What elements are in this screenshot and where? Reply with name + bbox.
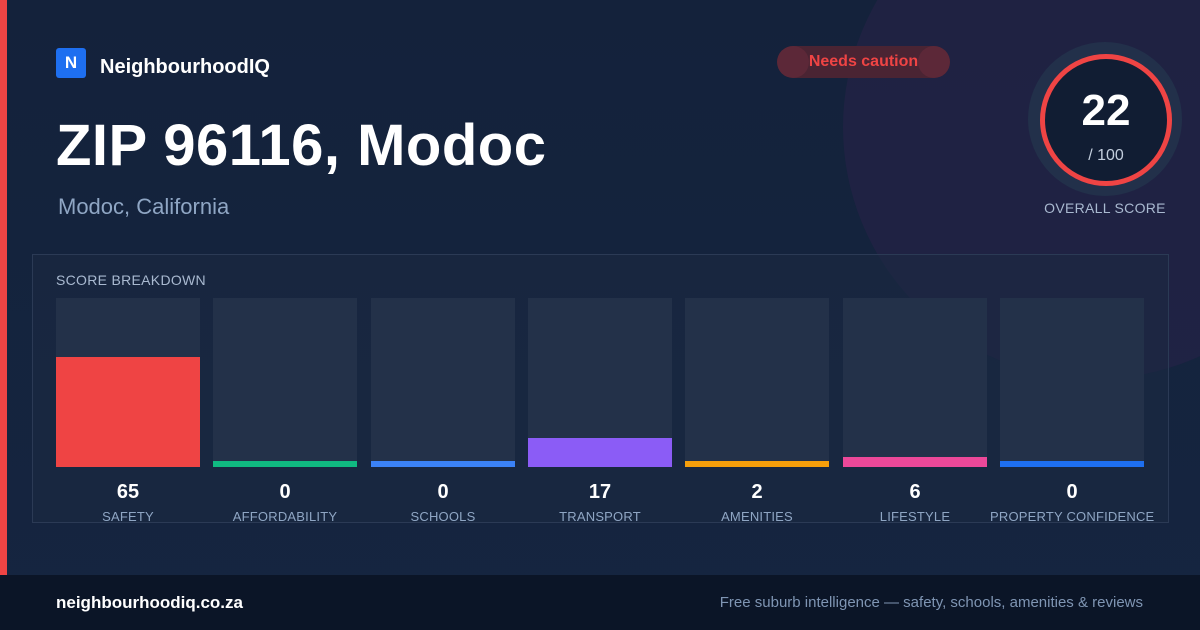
accent-stripe	[0, 0, 7, 575]
metric-bar	[56, 357, 200, 467]
metric-label: PROPERTY CONFIDENCE	[990, 509, 1155, 524]
metric-schools: 0 SCHOOLS	[371, 298, 515, 524]
overall-score-max: / 100	[1088, 147, 1124, 164]
metric-value: 0	[437, 481, 449, 503]
metric-label: SCHOOLS	[410, 509, 476, 524]
metric-bar-track	[56, 298, 200, 467]
metric-value: 0	[279, 481, 291, 503]
metric-value: 0	[1066, 481, 1078, 503]
metric-safety: 65 SAFETY	[56, 298, 200, 524]
metric-bar-track	[371, 298, 515, 467]
footer-tagline: Free suburb intelligence — safety, schoo…	[719, 594, 1143, 611]
metric-bar-track	[685, 298, 829, 467]
brand[interactable]: N NeighbourhoodIQ	[56, 46, 270, 79]
metric-amenities: 2 AMENITIES	[685, 298, 829, 524]
metric-bar	[213, 461, 357, 467]
overall-score-value: 22	[1081, 86, 1131, 135]
overall-score-label: OVERALL SCORE	[1044, 200, 1166, 216]
metric-bar-track	[1000, 298, 1144, 467]
metric-label: AMENITIES	[721, 509, 793, 524]
brand-logo-icon: N	[56, 47, 86, 78]
metric-bar-track	[528, 298, 672, 467]
brand-name: NeighbourhoodIQ	[100, 56, 270, 78]
metric-label: TRANSPORT	[559, 509, 641, 524]
metric-bar	[1000, 461, 1144, 467]
metric-transport: 17 TRANSPORT	[528, 298, 672, 524]
metric-value: 65	[116, 481, 140, 503]
metric-bar	[685, 461, 829, 467]
metric-bar	[843, 457, 987, 467]
score-ring: 22 / 100	[1040, 54, 1172, 186]
metric-value: 17	[588, 481, 612, 503]
metric-bar	[528, 438, 672, 467]
metric-bar-track	[843, 298, 987, 467]
overall-score-gauge: 22 / 100	[1028, 42, 1182, 196]
metric-label: LIFESTYLE	[879, 509, 951, 524]
metric-label: SAFETY	[102, 509, 154, 524]
score-breakdown-panel: SCORE BREAKDOWN 65 SAFETY 0 AFFORDABILITY 0 S…	[32, 254, 1169, 524]
metric-property-confidence: 0 PROPERTY CONFIDENCE	[990, 298, 1154, 524]
page-title: ZIP 96116, Modoc	[56, 113, 547, 178]
footer: neighbourhoodiq.co.za Free suburb intell…	[0, 575, 1200, 630]
metric-lifestyle: 6 LIFESTYLE	[843, 298, 987, 524]
status-badge: Needs caution	[777, 46, 950, 78]
metric-label: AFFORDABILITY	[232, 509, 338, 524]
footer-site-link[interactable]: neighbourhoodiq.co.za	[56, 593, 243, 612]
metric-value: 2	[751, 481, 763, 503]
metric-bar-track	[213, 298, 357, 467]
metric-bar	[371, 461, 515, 467]
breakdown-title: SCORE BREAKDOWN	[56, 272, 206, 288]
status-badge-label: Needs caution	[808, 53, 919, 70]
metric-affordability: 0 AFFORDABILITY	[213, 298, 357, 524]
location-subtitle: Modoc, California	[58, 194, 230, 219]
metric-value: 6	[909, 481, 921, 503]
